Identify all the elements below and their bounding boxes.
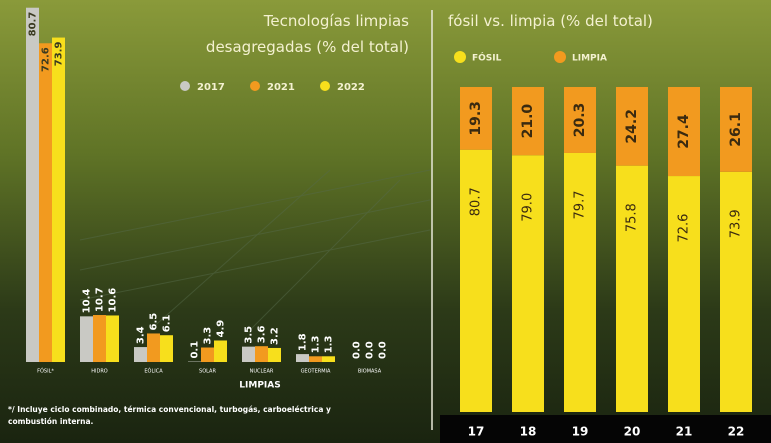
panel-decoration <box>79 169 431 331</box>
value-label: 21.0 <box>520 104 536 139</box>
value-label: 80.7 <box>28 12 39 37</box>
value-label: 3.3 <box>203 327 214 345</box>
x-tick-label: BIOMASA <box>358 369 382 375</box>
value-label: 1.3 <box>324 336 335 354</box>
value-label: 0.0 <box>365 341 376 359</box>
value-label: 79.0 <box>521 193 536 222</box>
value-label: 20.3 <box>572 103 588 138</box>
legend-marker <box>250 81 260 91</box>
bar-segment <box>668 87 700 177</box>
bar <box>160 335 173 362</box>
bar <box>106 315 119 362</box>
bar <box>322 356 335 362</box>
bar <box>93 315 106 362</box>
legend-label: 2021 <box>267 82 295 93</box>
x-tick-label: 17 <box>468 425 485 439</box>
legend-marker <box>554 51 566 63</box>
value-label: 72.6 <box>677 214 692 243</box>
bar-segment <box>720 171 752 412</box>
bar <box>296 354 309 362</box>
legend-label: 2017 <box>197 82 225 93</box>
x-tick-label: 18 <box>520 425 537 439</box>
bar <box>26 7 39 363</box>
bar-segment <box>460 149 492 412</box>
value-label: 1.8 <box>298 333 309 351</box>
x-tick-label: 22 <box>728 425 745 439</box>
value-label: 27.4 <box>676 114 692 149</box>
bar <box>201 347 214 362</box>
bar-segment <box>564 87 596 153</box>
legend-label: 2022 <box>337 82 365 93</box>
bar <box>80 316 93 362</box>
value-label: 75.8 <box>625 203 640 232</box>
legend-marker <box>320 81 330 91</box>
value-label: 24.2 <box>624 109 640 144</box>
x-tick-label: NUCLEAR <box>250 369 274 375</box>
x-tick-label: 19 <box>572 425 589 439</box>
value-label: 6.5 <box>149 313 160 331</box>
value-label: 3.6 <box>257 325 268 343</box>
legend-marker <box>454 51 466 63</box>
x-tick-label: 21 <box>676 425 693 439</box>
value-label: 73.9 <box>729 209 744 238</box>
bar <box>147 333 160 362</box>
value-label: 4.9 <box>216 320 227 338</box>
value-label: 0.0 <box>378 341 389 359</box>
value-label: 26.1 <box>728 112 744 147</box>
x-tick-label: 20 <box>624 425 641 439</box>
x-tick-label: EÓLICA <box>144 368 163 375</box>
value-label: 6.1 <box>162 314 173 332</box>
bar <box>52 37 65 362</box>
bar-segment <box>460 87 492 150</box>
legend-label: FÓSIL <box>472 52 502 64</box>
bar <box>268 347 281 362</box>
value-label: 10.4 <box>82 289 93 314</box>
bar <box>39 43 52 363</box>
bar-segment <box>512 87 544 156</box>
bar <box>309 356 322 362</box>
value-label: 3.4 <box>136 326 147 344</box>
legend-label: LIMPIA <box>572 54 607 64</box>
value-label: 0.1 <box>190 341 201 359</box>
bar-segment <box>512 155 544 412</box>
x-tick-label: FÓSIL* <box>37 368 54 375</box>
value-label: 1.3 <box>311 336 322 354</box>
bar <box>255 346 268 362</box>
chart-title: fósil vs. limpia (% del total) <box>448 12 653 30</box>
value-label: 80.7 <box>469 187 484 216</box>
value-label: 19.3 <box>468 101 484 136</box>
value-label: 72.6 <box>41 47 52 72</box>
chart-title: Tecnologías limpias desagregadas (% del … <box>205 12 409 56</box>
x-axis-strip <box>440 415 771 443</box>
bar-segment <box>616 87 648 166</box>
value-label: 10.6 <box>108 288 119 313</box>
bar-segment <box>668 176 700 412</box>
value-label: 0.0 <box>352 341 363 359</box>
value-label: 3.2 <box>270 327 281 345</box>
x-tick-label: SOLAR <box>199 369 216 375</box>
bar <box>214 340 227 362</box>
bar-segment <box>616 165 648 412</box>
x-tick-label: GEOTERMIA <box>301 369 331 375</box>
value-label: 3.5 <box>244 326 255 344</box>
legend-marker <box>180 81 190 91</box>
footnote: */ Incluye ciclo combinado, térmica conv… <box>8 405 331 426</box>
x-axis-label: LIMPIAS <box>239 381 280 391</box>
bar <box>242 346 255 362</box>
bar-segment <box>564 152 596 412</box>
value-label: 10.7 <box>95 287 106 312</box>
x-tick-label: HIDRO <box>91 369 108 375</box>
bar-segment <box>720 87 752 172</box>
bar <box>134 347 147 362</box>
value-label: 79.7 <box>573 190 588 219</box>
value-label: 73.9 <box>54 42 65 67</box>
